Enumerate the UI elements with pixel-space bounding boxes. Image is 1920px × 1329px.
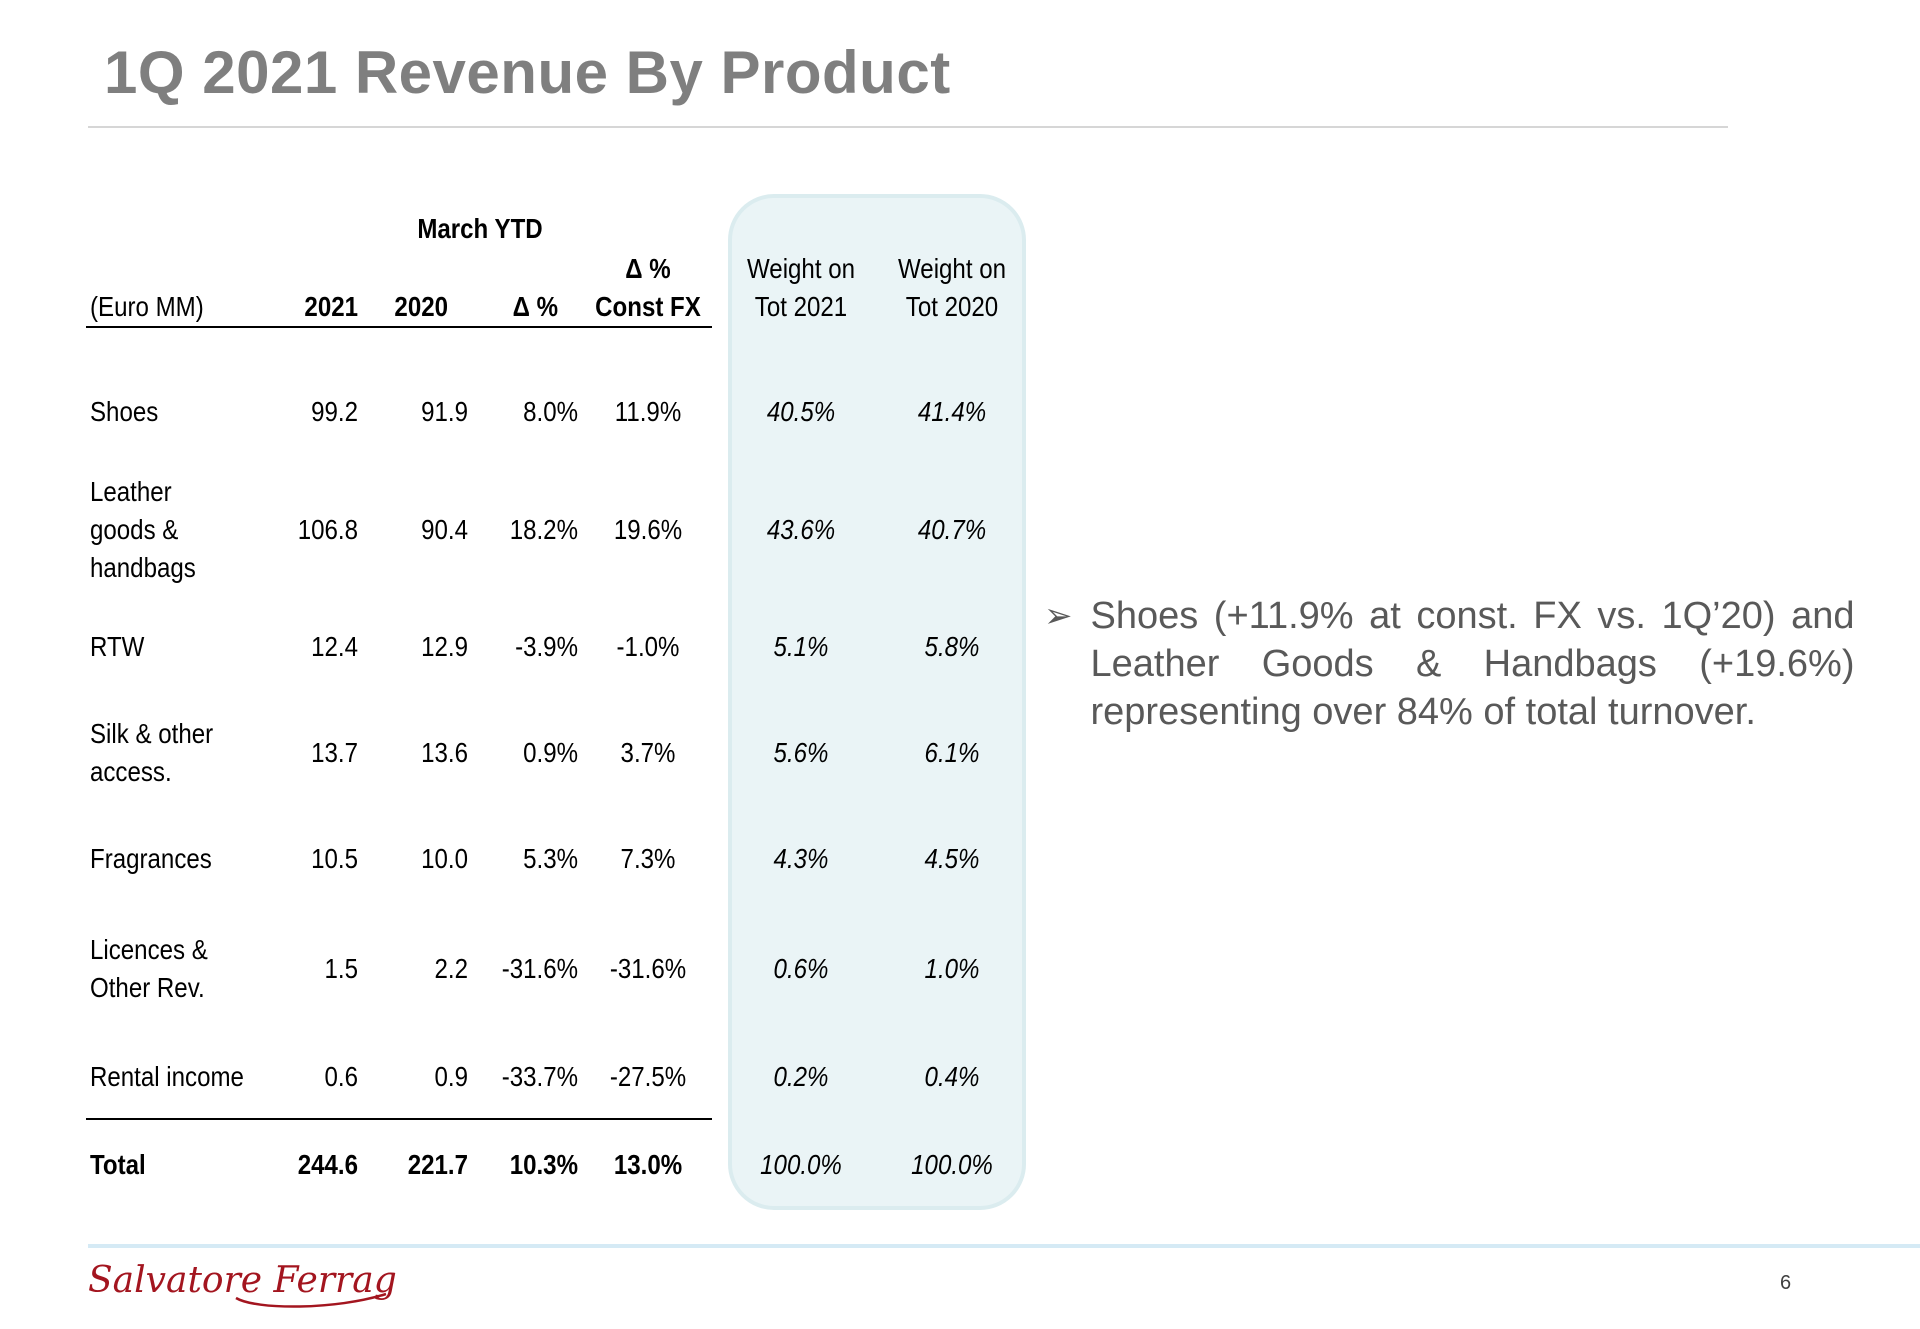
- col-header-constfx-line1: Δ %: [625, 253, 671, 284]
- logo-flourish: [235, 1292, 387, 1308]
- cell-weight-2021: 0.2%: [773, 1061, 829, 1092]
- cell-delta: 0.9%: [523, 737, 578, 768]
- cell-2020: 90.4: [421, 514, 468, 545]
- cell-delta: -33.7%: [501, 1061, 578, 1092]
- cell-constfx: 3.7%: [620, 737, 676, 768]
- row-label: access.: [90, 756, 172, 787]
- page-number: 6: [1780, 1272, 1792, 1294]
- total-2021: 244.6: [297, 1149, 358, 1180]
- total-delta: 10.3%: [509, 1149, 578, 1180]
- col-header-weight2021-line2: Tot 2021: [754, 291, 848, 322]
- cell-2020: 0.9: [434, 1061, 468, 1092]
- footer-divider: [88, 1244, 1920, 1248]
- cell-2021: 13.7: [311, 737, 358, 768]
- cell-delta: 18.2%: [509, 514, 578, 545]
- cell-weight-2021: 5.1%: [773, 631, 829, 662]
- cell-2021: 99.2: [311, 396, 358, 427]
- row-label: Licences &: [90, 934, 208, 965]
- cell-weight-2020: 0.4%: [924, 1061, 980, 1092]
- col-header-weight2020-line2: Tot 2020: [905, 291, 999, 322]
- cell-weight-2021: 0.6%: [773, 953, 829, 984]
- cell-constfx: -27.5%: [609, 1061, 687, 1092]
- arrow-bullet-icon: ➢: [1044, 597, 1073, 635]
- col-header-2020: 2020: [394, 291, 448, 322]
- cell-2020: 2.2: [434, 953, 468, 984]
- cell-weight-2020: 6.1%: [924, 737, 980, 768]
- total-label: Total: [90, 1149, 146, 1180]
- unit-label: (Euro MM): [90, 291, 204, 322]
- cell-2021: 12.4: [311, 631, 358, 662]
- brand-logo: Salvatore Ferragamo: [86, 1248, 474, 1317]
- cell-2021: 1.5: [324, 953, 358, 984]
- cell-delta: -3.9%: [515, 631, 578, 662]
- total-weight-2020: 100.0%: [911, 1149, 993, 1180]
- cell-weight-2020: 1.0%: [924, 953, 980, 984]
- cell-constfx: -1.0%: [616, 631, 680, 662]
- total-2020: 221.7: [407, 1149, 468, 1180]
- cell-weight-2020: 41.4%: [917, 396, 987, 427]
- row-label: Shoes: [90, 396, 159, 427]
- row-label: handbags: [90, 552, 196, 583]
- cell-weight-2021: 4.3%: [773, 843, 829, 874]
- col-header-weight2020-line1: Weight on: [898, 253, 1006, 284]
- cell-delta: -31.6%: [501, 953, 578, 984]
- total-constfx: 13.0%: [613, 1149, 683, 1180]
- col-header-weight2021-line1: Weight on: [747, 253, 855, 284]
- row-label: Other Rev.: [90, 972, 205, 1003]
- header-rule: [86, 326, 712, 328]
- total-rule: [86, 1118, 712, 1120]
- cell-constfx: 19.6%: [613, 514, 683, 545]
- cell-2020: 10.0: [421, 843, 468, 874]
- row-label: Fragrances: [90, 843, 212, 874]
- total-weight-2021: 100.0%: [760, 1149, 842, 1180]
- group-header: March YTD: [417, 213, 543, 244]
- logo-wordmark: Salvatore Ferragamo: [88, 1260, 396, 1301]
- weight-columns-panel: [728, 194, 1026, 1210]
- row-label: RTW: [90, 631, 145, 662]
- bullet-text: Shoes (+11.9% at const. FX vs. 1Q’20) an…: [1090, 595, 1855, 733]
- cell-2020: 12.9: [421, 631, 468, 662]
- cell-delta: 8.0%: [523, 396, 578, 427]
- cell-constfx: 7.3%: [620, 843, 676, 874]
- commentary-bullet: ➢ Shoes (+11.9% at const. FX vs. 1Q’20) …: [1044, 592, 1864, 736]
- col-header-constfx-line2: Const FX: [595, 291, 701, 322]
- cell-constfx: 11.9%: [614, 396, 682, 427]
- cell-delta: 5.3%: [523, 843, 578, 874]
- cell-weight-2021: 40.5%: [766, 396, 836, 427]
- cell-weight-2020: 5.8%: [924, 631, 980, 662]
- row-label: goods &: [90, 514, 179, 545]
- slide-title: 1Q 2021 Revenue By Product: [104, 39, 951, 106]
- cell-2020: 13.6: [421, 737, 468, 768]
- row-label: Rental income: [90, 1061, 244, 1092]
- col-header-2021: 2021: [304, 291, 358, 322]
- title-divider: [88, 126, 1728, 128]
- cell-2021: 0.6: [324, 1061, 358, 1092]
- row-label: Leather: [90, 476, 172, 507]
- cell-weight-2020: 4.5%: [924, 843, 980, 874]
- cell-weight-2020: 40.7%: [917, 514, 987, 545]
- cell-weight-2021: 43.6%: [766, 514, 836, 545]
- cell-2021: 10.5: [311, 843, 358, 874]
- cell-2020: 91.9: [421, 396, 468, 427]
- cell-weight-2021: 5.6%: [773, 737, 829, 768]
- cell-2021: 106.8: [297, 514, 358, 545]
- col-header-delta: Δ %: [512, 291, 558, 322]
- cell-constfx: -31.6%: [609, 953, 687, 984]
- row-label: Silk & other: [90, 718, 214, 749]
